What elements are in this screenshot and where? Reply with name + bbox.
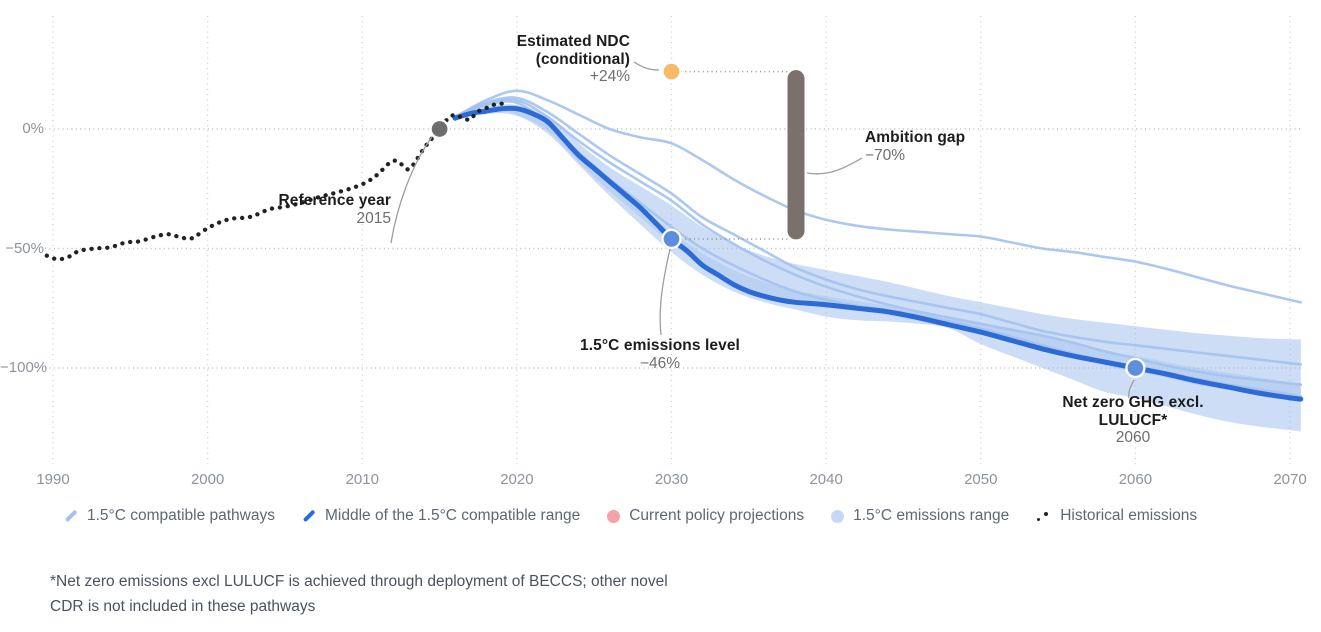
emissions-level-2030-dot [661,228,682,250]
annotation-connector [390,136,433,244]
annotation-ambition-gap: Ambition gap −70% [865,129,965,164]
net-zero-2060-dot [1125,357,1146,379]
reference-year-dot [429,118,450,140]
annotation-connector [1128,379,1135,399]
legend-item-compatible-pathways: 1.5°C compatible pathways [64,507,275,525]
legend-label: Historical emissions [1060,507,1198,524]
x-tick-label: 2020 [500,471,534,488]
x-tick-label: 2010 [345,471,379,488]
legend-item-current-policy: Current policy projections [607,507,804,525]
annotation-title2: (conditional) [535,50,630,68]
footnote-line-2: CDR is not included in these pathways [50,598,316,615]
x-tick-label: 1990 [36,471,70,488]
legend-label: Current policy projections [629,507,805,524]
legend-item-middle-range: Middle of the 1.5°C compatible range [302,507,580,525]
x-tick-label: 2000 [190,471,225,488]
dark-blue-slash-icon [302,509,316,523]
annotation-value: −70% [865,146,906,164]
annotation-title: Ambition gap [865,129,966,146]
chart-canvas [44,16,1304,468]
legend-item-historical: Historical emissions [1036,507,1197,525]
legend-label: Middle of the 1.5°C compatible range [325,507,581,524]
emissions-range-band [455,104,1301,432]
emissions-pathway-chart: 0% −50% −100% 1990 2000 2010 2020 2030 2040 2050… [0,16,1307,488]
annotation-connector [659,248,671,336]
annotation-value: 2060 [1115,429,1151,446]
annotation-value: +24% [589,68,630,85]
annotation-value: 2015 [356,209,391,227]
ambition-gap-bar [787,70,805,240]
footnote: *Net zero emissions excl LULUCF is achie… [50,569,668,619]
annotation-title: 1.5°C emissions level [580,337,740,354]
compatible-pathway-line [453,89,1303,304]
footnote-line-1: *Net zero emissions excl LULUCF is achie… [50,573,668,590]
legend-label: 1.5°C compatible pathways [87,507,275,524]
annotation-reference-year: Reference year 2015 [171,192,391,227]
annotation-estimated-ndc: Estimated NDC (conditional) +24% [410,33,630,86]
annotation-connector [633,61,660,71]
annotation-title: Net zero GHG excl. [1062,394,1204,411]
chart-legend: 1.5°C compatible pathways Middle of the … [64,507,1197,525]
annotation-value: −46% [639,354,681,372]
annotation-emissions-level: 1.5°C emissions level −46% [540,337,780,372]
light-blue-slash-icon [64,509,78,523]
pink-circle-icon [607,509,621,523]
x-tick-label: 2040 [809,471,843,488]
y-tick-label: −100% [0,359,48,376]
light-blue-circle-icon [831,509,845,523]
x-tick-label: 2030 [654,471,689,488]
legend-item-emissions-range: 1.5°C emissions range [831,507,1009,525]
y-tick-label: 0% [22,120,44,137]
annotation-title: Estimated NDC [516,33,630,50]
middle-range-line [452,105,1304,402]
historical-emissions-line [44,101,509,262]
ndc-conditional-dot [661,61,682,82]
x-tick-label: 2050 [964,471,998,488]
black-dots-icon [1036,509,1051,523]
annotation-connector [806,157,863,175]
x-tick-label: 2060 [1118,471,1153,488]
compatible-pathway-line [453,98,1303,386]
annotation-title2: LULUCF* [1098,411,1168,429]
y-tick-label: −50% [5,239,44,257]
legend-label: 1.5°C emissions range [853,507,1010,524]
x-tick-label: 2070 [1273,471,1307,488]
annotation-net-zero: Net zero GHG excl. LULUCF* 2060 [1013,394,1253,447]
compatible-pathway-line [453,96,1303,366]
annotation-title: Reference year [278,192,391,209]
